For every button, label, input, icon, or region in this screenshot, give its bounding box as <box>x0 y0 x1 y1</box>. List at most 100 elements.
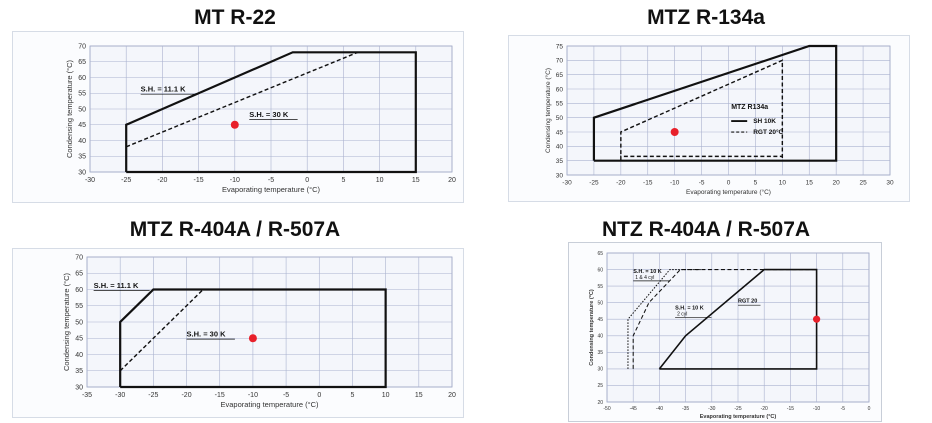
x-tick-label: 5 <box>341 177 345 184</box>
y-tick-label: 40 <box>78 138 86 145</box>
chart-mt-r22: -30 -25 -20 -15 -10 -5 0 5 10 15 20 30 35 40 45 50 55 60 6… <box>65 43 456 194</box>
panel-ntz-r404a: NTZ R-404A / R-507A -5 0 -45 -40 -35 -30 -25 -2… <box>480 210 932 423</box>
y-tick-label: 35 <box>597 350 603 356</box>
x-tick-label: -15 <box>215 392 225 399</box>
y-tick-label: 50 <box>597 300 603 306</box>
legend-label: RGT 20°C <box>753 128 783 136</box>
y-tick-label: 30 <box>78 169 86 176</box>
annotation-label: S.H. = 11.1 K <box>94 281 139 290</box>
legend-label: SH 10K <box>753 118 776 125</box>
chart-title: MT R-22 <box>194 6 276 29</box>
y-tick-label: 55 <box>556 101 564 108</box>
y-tick-label: 65 <box>556 72 564 79</box>
x-tick-label: -15 <box>643 180 653 187</box>
annotation-label: S.H. = 30 K <box>187 330 227 339</box>
x-tick-label: 25 <box>859 180 867 187</box>
x-tick-label: 10 <box>382 392 390 399</box>
x-tick-label: 20 <box>448 177 456 184</box>
panel-mtz-r404a: MTZ R-404A / R-507A -35 -30 -25 -20 -15 -10 -5… <box>0 210 470 423</box>
y-tick-label: 75 <box>556 43 564 50</box>
y-tick-label: 45 <box>78 122 86 129</box>
y-tick-label: 50 <box>75 319 83 326</box>
x-tick-label: -35 <box>682 406 689 412</box>
y-tick-label: 55 <box>78 91 86 98</box>
panel-mt-r22: MT R-22 -30 -25 -20 -15 -10 -5 0 5 10 15 20 30 35 40 4… <box>0 0 470 210</box>
x-tick-label: 0 <box>305 177 309 184</box>
annotation-label: S.H. = 11.1 K <box>141 85 186 94</box>
x-tick-label: 0 <box>317 392 321 399</box>
y-tick-label: 35 <box>78 154 86 161</box>
y-tick-label: 35 <box>75 368 83 375</box>
x-tick-label: 5 <box>754 180 758 187</box>
y-axis-label: Condensing temperature (°C) <box>65 59 74 158</box>
panel-mtz-r134a: MTZ R-134a -30 -25 -20 -15 -10 -5 0 5 10 15 20 25 30… <box>480 0 932 210</box>
y-tick-label: 65 <box>78 59 86 66</box>
operating-point <box>813 315 821 323</box>
y-axis-label: Condensing temperature (°C) <box>544 68 552 153</box>
x-tick-label: -20 <box>157 177 167 184</box>
x-tick-label: 10 <box>779 180 787 187</box>
x-tick-label: -25 <box>148 392 158 399</box>
y-axis-label: Condensing temperature (°C) <box>589 289 595 366</box>
x-tick-label: -5 <box>699 180 705 187</box>
y-tick-label: 30 <box>75 384 83 391</box>
y-tick-label: 45 <box>597 317 603 323</box>
x-tick-label: -30 <box>115 392 125 399</box>
x-tick-label: -20 <box>181 392 191 399</box>
x-tick-label: -10 <box>813 406 820 412</box>
chart-title: MTZ R-404A / R-507A <box>129 218 341 241</box>
operating-point <box>248 334 257 343</box>
chart-ntz-r404a: -50 -45 -40 -35 -30 -25 -20 -15 -10 -5 02025303540… <box>589 251 871 420</box>
x-tick-label: 15 <box>415 392 423 399</box>
x-axis-label: Evaporating temperature (°C) <box>220 400 319 409</box>
x-tick-label: 0 <box>868 406 871 412</box>
chart-mtz-r404a: -35 -30 -25 -20 -15 -10 -5 0 5 10 15 20 30 35 40 45 50 55… <box>62 254 456 409</box>
y-tick-label: 70 <box>78 43 86 50</box>
envelope-line <box>632 269 817 369</box>
x-tick-label: 20 <box>833 180 841 187</box>
x-tick-label: 15 <box>412 177 420 184</box>
annotation-label: S.H. = 30 K <box>249 110 289 119</box>
envelope-line <box>620 59 784 162</box>
y-tick-label: 50 <box>78 106 86 113</box>
y-tick-label: 30 <box>597 367 603 373</box>
x-tick-label: -25 <box>589 180 599 187</box>
y-tick-label: 40 <box>556 144 564 151</box>
x-tick-label: -30 <box>708 406 715 412</box>
y-axis-label: Condensing temperature (°C) <box>62 272 71 371</box>
x-tick-label: -25 <box>734 406 741 412</box>
x-tick-label: 20 <box>448 392 456 399</box>
x-tick-label: -45 <box>630 406 637 412</box>
chart-title: NTZ R-404A / R-507A <box>601 218 811 241</box>
x-tick-label: -30 <box>85 177 95 184</box>
y-tick-label: 25 <box>597 383 603 389</box>
x-tick-label: -5 <box>283 392 289 399</box>
y-tick-label: 60 <box>556 86 564 93</box>
y-tick-label: 20 <box>597 400 603 406</box>
x-tick-label: 5 <box>351 392 355 399</box>
y-tick-label: 70 <box>75 254 83 261</box>
y-tick-label: 70 <box>556 58 564 65</box>
x-tick-label: -15 <box>787 406 794 412</box>
y-tick-label: 45 <box>75 336 83 343</box>
y-tick-label: 60 <box>597 267 603 273</box>
x-tick-label: -20 <box>761 406 768 412</box>
annotation-sublabel: 1 & 4 cyl <box>635 275 654 281</box>
y-tick-label: 40 <box>75 352 83 359</box>
chart-mtz-r134a: -30 -25 -20 -15 -10 -5 0 5 10 15 20 25 30 30 35 40 45 50 5… <box>544 43 894 196</box>
x-tick-label: 30 <box>886 180 894 187</box>
y-tick-label: 30 <box>556 172 564 179</box>
x-tick-label: -10 <box>248 392 258 399</box>
envelope-line <box>125 51 417 174</box>
y-tick-label: 60 <box>78 75 86 82</box>
x-tick-label: -25 <box>121 177 131 184</box>
envelope-line <box>592 44 838 162</box>
x-tick-label: -5 <box>841 406 846 412</box>
y-tick-label: 35 <box>556 158 564 165</box>
y-tick-label: 60 <box>75 287 83 294</box>
envelope-line <box>658 268 818 370</box>
x-tick-label: -5 <box>268 177 274 184</box>
x-tick-label: -40 <box>656 406 663 412</box>
y-tick-label: 65 <box>75 271 83 278</box>
envelope-line <box>125 51 359 148</box>
